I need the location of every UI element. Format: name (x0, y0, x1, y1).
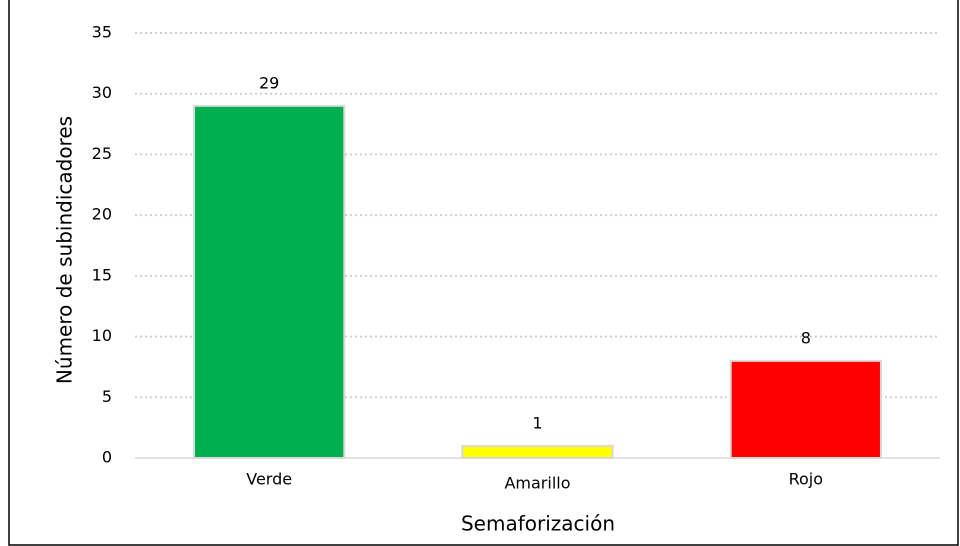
x-tick-label: Verde (246, 470, 292, 489)
y-tick-label: 5 (102, 387, 112, 406)
bar (193, 104, 346, 459)
y-tick-label: 20 (92, 205, 112, 224)
bar (729, 359, 882, 460)
data-label: 1 (532, 413, 542, 432)
y-tick-label: 15 (92, 265, 112, 284)
y-tick-label: 0 (102, 448, 112, 467)
y-tick-label: 30 (92, 83, 112, 102)
x-axis-title: Semaforización (461, 512, 615, 536)
data-label: 29 (259, 73, 279, 92)
y-tick-label: 25 (92, 144, 112, 163)
chart-frame (8, 0, 959, 546)
data-label: 8 (801, 328, 811, 347)
y-tick-label: 10 (92, 326, 112, 345)
x-tick-label: Amarillo (504, 474, 570, 493)
x-tick-label: Rojo (789, 470, 823, 489)
bar (461, 444, 614, 460)
y-tick-label: 35 (92, 23, 112, 42)
y-axis-title: Número de subindicadores (53, 116, 77, 384)
